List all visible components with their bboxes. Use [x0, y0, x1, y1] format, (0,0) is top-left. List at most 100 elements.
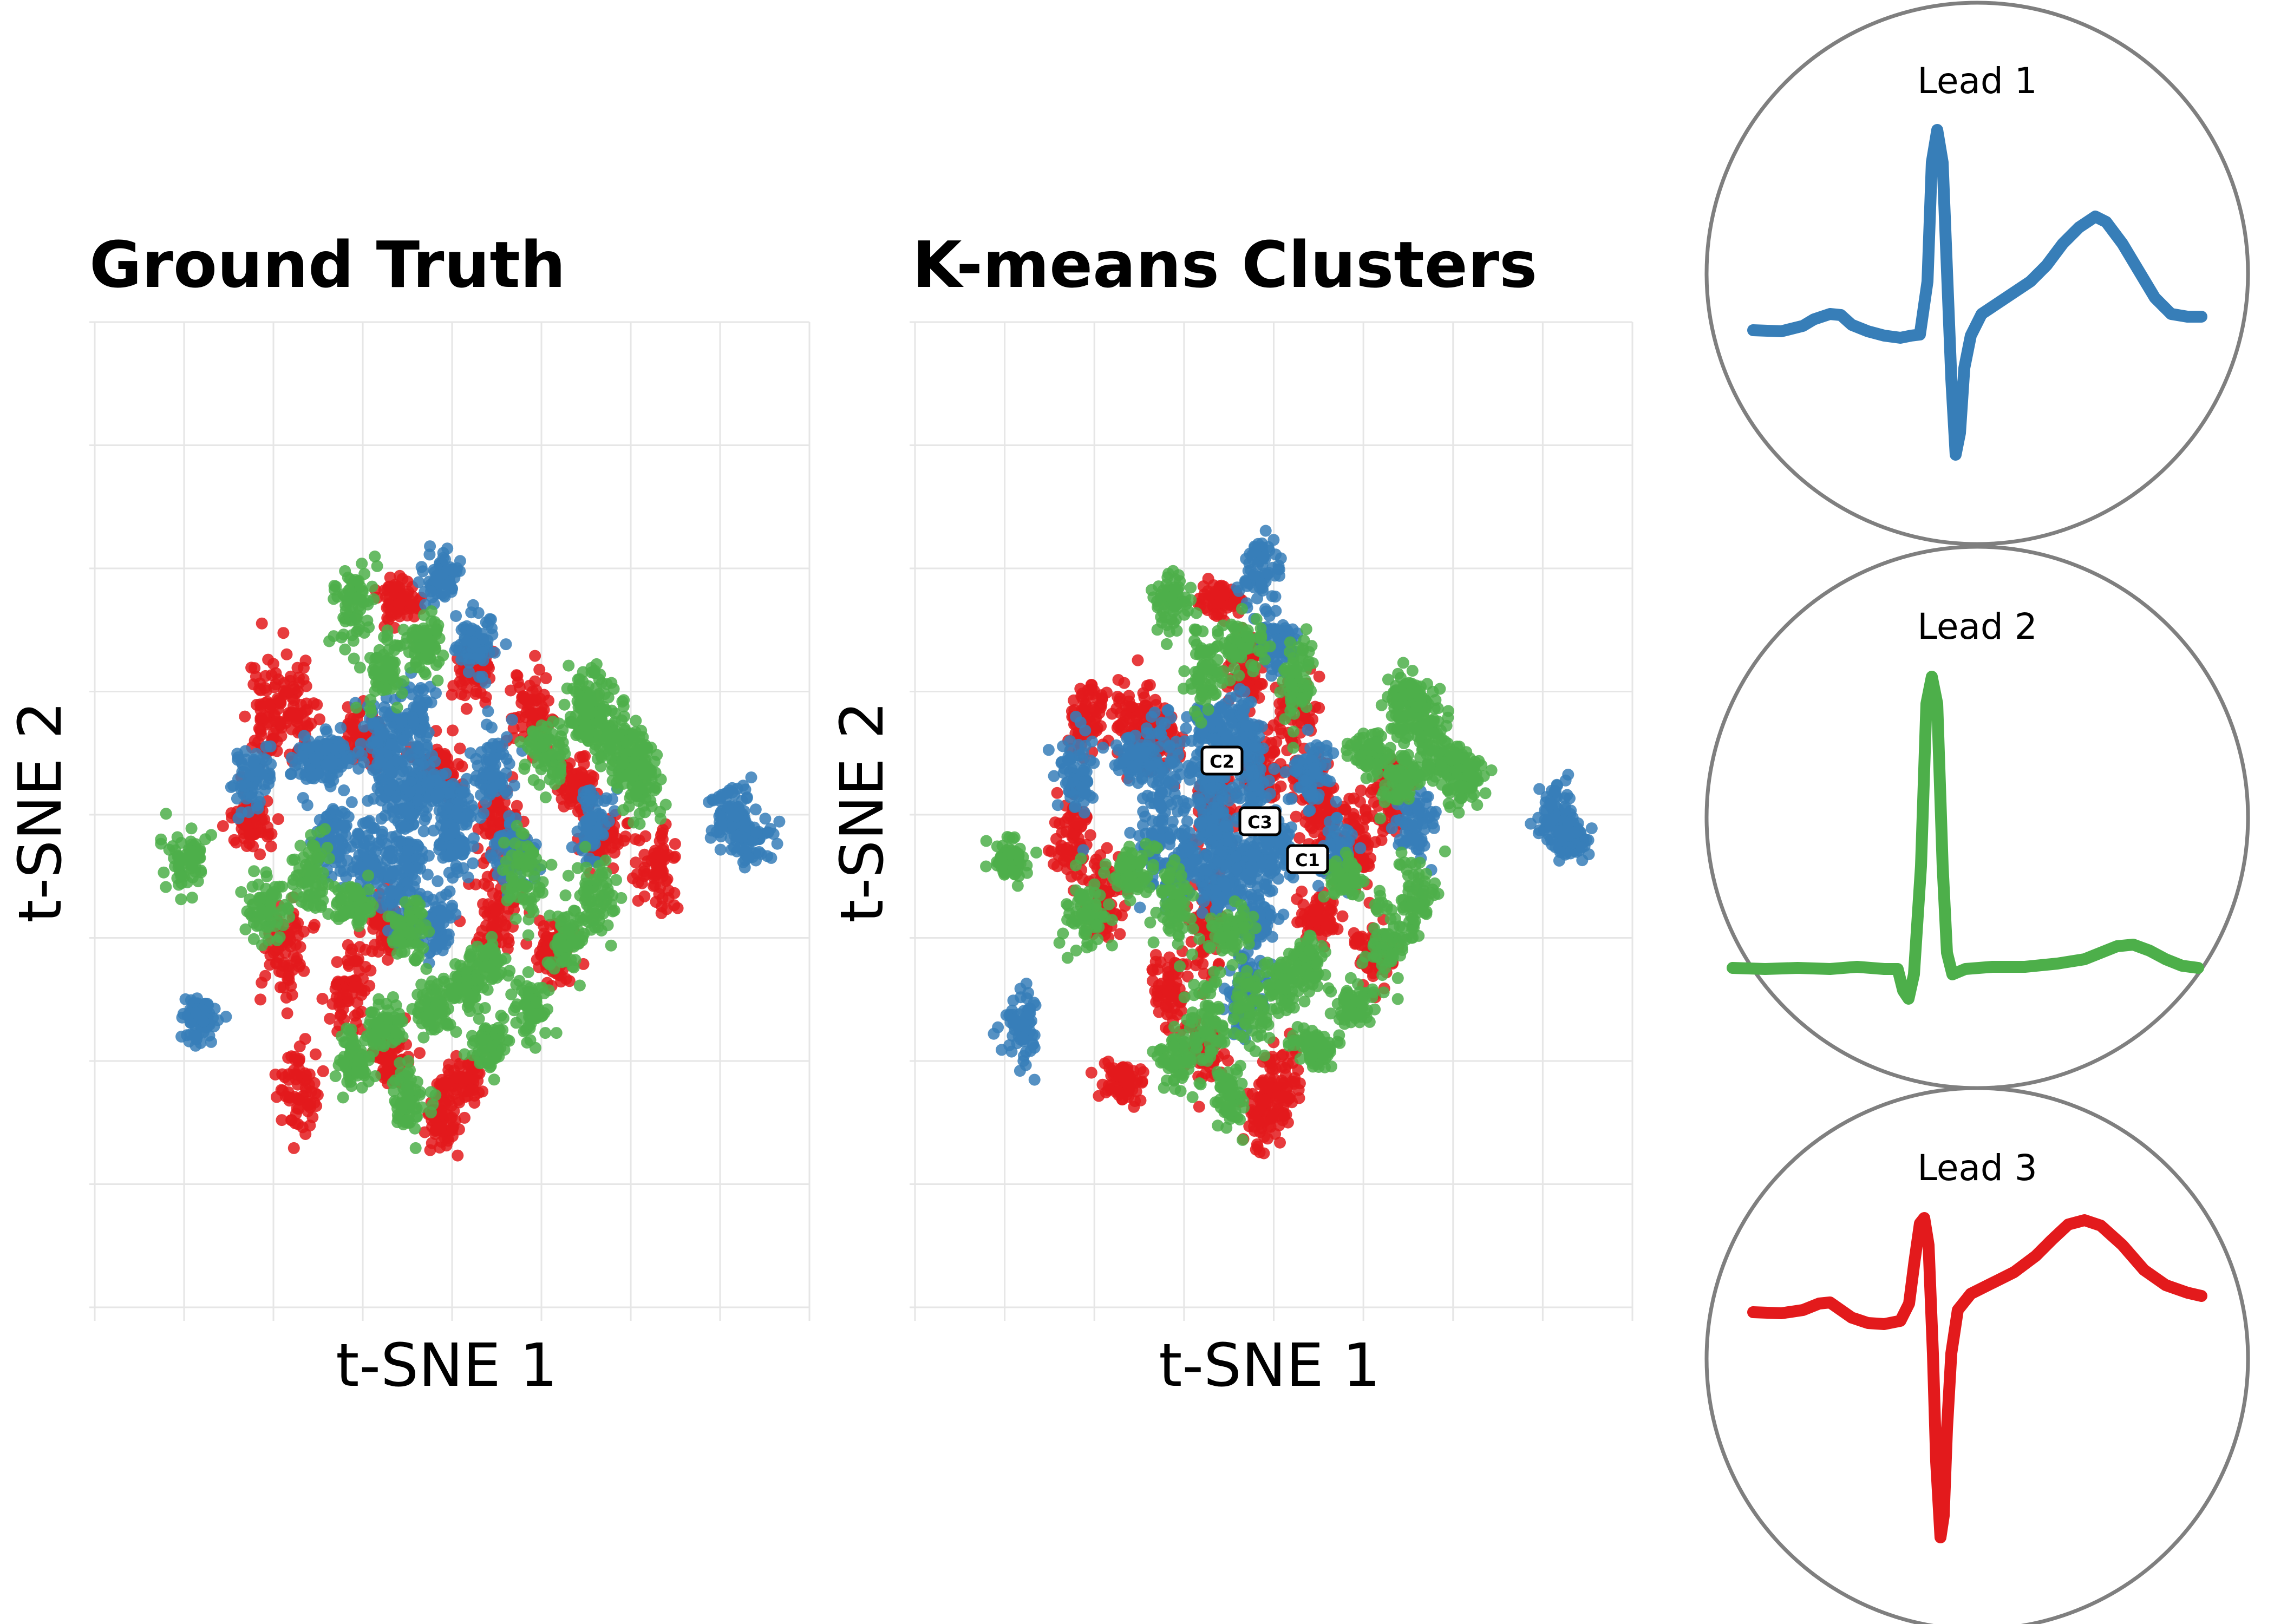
point-cluster-green: [155, 808, 218, 906]
scatter-point: [327, 803, 339, 815]
scatter-point: [402, 836, 415, 848]
scatter-point: [236, 823, 248, 835]
scatter-point: [285, 1114, 298, 1127]
scatter-point: [630, 856, 642, 869]
scatter-point: [297, 750, 309, 763]
scatter-point: [423, 1019, 435, 1031]
scatter-point: [187, 849, 199, 861]
scatter-point: [498, 836, 510, 849]
scatter-point: [559, 889, 572, 901]
scatter-point: [392, 935, 404, 948]
scatter-point: [599, 854, 612, 867]
scatter-point: [558, 784, 571, 797]
scatter-point: [195, 865, 207, 877]
scatter-point: [342, 571, 354, 584]
scatter-point: [324, 780, 337, 793]
scatter-point: [566, 960, 579, 973]
scatter-point: [319, 723, 332, 736]
scatter-point: [482, 880, 494, 893]
scatter-point: [414, 1047, 426, 1059]
scatter-point: [633, 818, 646, 830]
scatter-point: [481, 870, 494, 883]
scatter-point: [409, 927, 421, 940]
scatter-point: [338, 819, 350, 831]
scatter-point: [446, 900, 459, 912]
scatter-point: [488, 646, 501, 659]
scatter-point: [482, 618, 494, 631]
scatter-point: [612, 772, 625, 784]
scatter-point: [432, 978, 443, 991]
scatter-point: [435, 588, 448, 600]
scatter-point: [367, 664, 380, 676]
scatter-point: [530, 880, 543, 892]
scatter-point: [432, 575, 444, 587]
scatter-point: [331, 591, 344, 603]
scatter-point: [502, 970, 514, 982]
scatter-point: [469, 774, 481, 787]
scatter-point: [480, 718, 493, 731]
scatter-point: [338, 865, 350, 877]
scatter-point: [280, 648, 293, 660]
scatter-point: [264, 702, 276, 714]
scatter-point: [562, 869, 574, 882]
scatter-point: [308, 919, 321, 931]
scatter-point: [341, 989, 353, 1001]
scatter-point: [385, 738, 397, 751]
scatter-point: [381, 624, 394, 637]
scatter-point: [367, 900, 379, 912]
scatter-point: [555, 730, 567, 743]
scatter-point: [345, 1080, 358, 1092]
scatter-point: [549, 778, 561, 790]
scatter-point: [728, 841, 740, 853]
scatter-point: [442, 850, 454, 863]
scatter-point: [158, 866, 170, 879]
scatter-point: [277, 627, 290, 639]
scatter-point: [483, 754, 495, 766]
scatter-point: [421, 868, 434, 881]
y-axis-label: t-SNE 2: [5, 701, 75, 922]
scatter-point: [260, 870, 273, 882]
scatter-point: [555, 914, 567, 927]
scatter-point: [563, 659, 575, 672]
scatter-point: [558, 800, 570, 813]
scatter-point: [417, 825, 430, 837]
scatter-point: [387, 778, 400, 791]
scatter-point: [524, 1034, 537, 1046]
scatter-point: [452, 866, 464, 879]
scatter-point: [457, 1085, 469, 1098]
scatter-point: [256, 939, 268, 952]
scatter-point: [432, 875, 444, 887]
scatter-point: [351, 827, 364, 840]
scatter-point: [377, 1040, 390, 1052]
scatter-point: [440, 1140, 453, 1152]
scatter-point: [395, 714, 407, 726]
scatter-point: [433, 915, 445, 927]
scatter-point: [246, 880, 259, 893]
scatter-point: [397, 624, 410, 636]
scatter-point: [398, 803, 410, 815]
scatter-point: [283, 911, 296, 923]
scatter-point: [264, 959, 276, 971]
scatter-point: [420, 668, 432, 680]
scatter-point: [239, 923, 252, 935]
scatter-point: [452, 1149, 464, 1162]
scatter-point: [293, 960, 305, 973]
scatter-point: [429, 755, 441, 768]
scatter-point: [331, 956, 343, 968]
scatter-point: [338, 905, 351, 918]
scatter-point: [762, 826, 774, 839]
scatter-point: [387, 867, 399, 879]
scatter-point: [228, 834, 240, 846]
scatter-point: [482, 705, 494, 717]
scatter-point: [509, 1001, 522, 1013]
scatter-point: [306, 839, 319, 852]
point-cluster-red: [626, 818, 684, 919]
scatter-point: [290, 939, 302, 951]
scatter-point: [553, 717, 565, 730]
scatter-point: [411, 988, 424, 1001]
scatter-point: [522, 966, 534, 978]
scatter-point: [441, 564, 454, 576]
scatter-point: [347, 724, 359, 737]
point-cluster-red: [369, 569, 427, 634]
